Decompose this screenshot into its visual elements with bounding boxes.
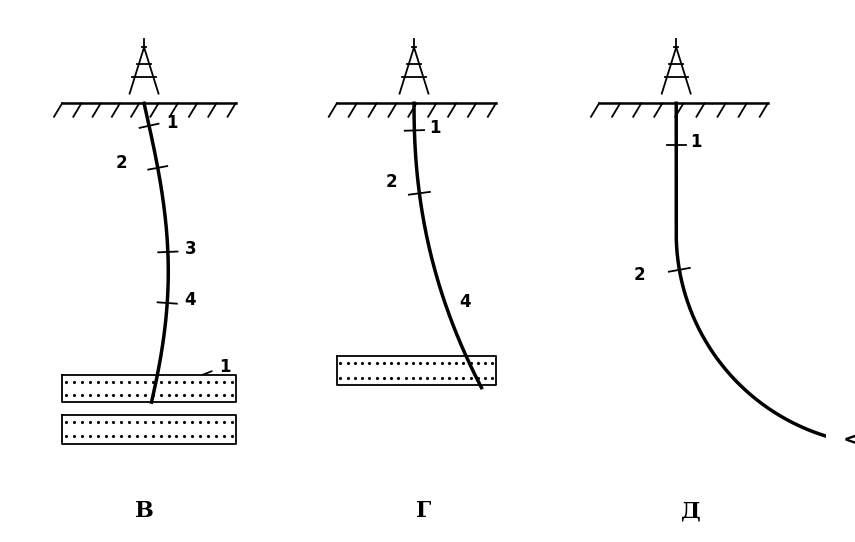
Text: 1: 1 bbox=[429, 119, 440, 137]
Text: 1: 1 bbox=[219, 358, 231, 376]
Text: Г: Г bbox=[416, 500, 431, 522]
Text: 4: 4 bbox=[459, 293, 471, 311]
Polygon shape bbox=[62, 415, 236, 443]
Text: 4: 4 bbox=[185, 291, 196, 309]
Text: Д: Д bbox=[681, 500, 700, 522]
Polygon shape bbox=[62, 375, 236, 402]
Text: 3: 3 bbox=[186, 240, 197, 258]
Text: 2: 2 bbox=[634, 266, 646, 283]
Text: 1: 1 bbox=[167, 114, 178, 132]
Text: 1: 1 bbox=[691, 133, 702, 151]
Text: В: В bbox=[134, 500, 154, 522]
Text: <: < bbox=[842, 431, 855, 450]
Text: 2: 2 bbox=[386, 173, 398, 191]
Text: 2: 2 bbox=[115, 154, 127, 172]
Polygon shape bbox=[337, 356, 496, 385]
